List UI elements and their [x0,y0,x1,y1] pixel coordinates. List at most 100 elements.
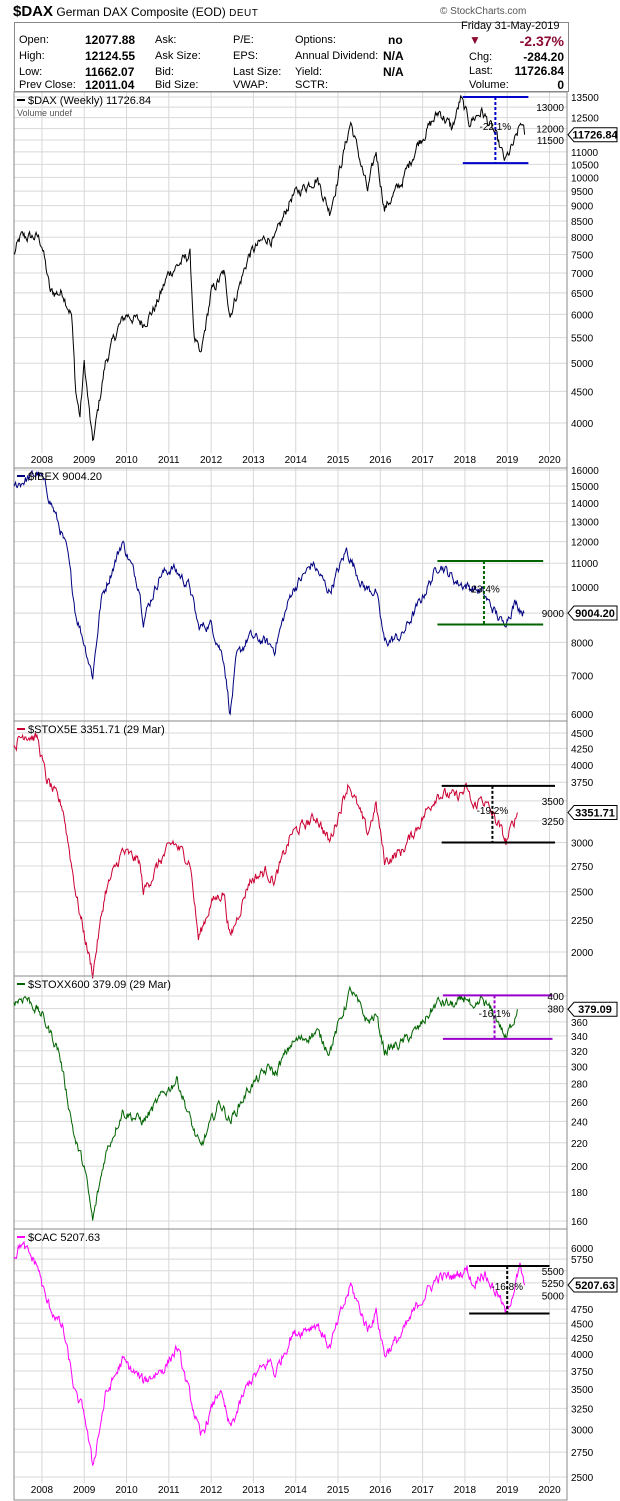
y-tick-label: 12000 [571,538,599,549]
chart-panel-2: -19.2% $STOX5E 3351.71 (29 Mar) 3351.71 450… [13,720,618,979]
y-tick-label: 11000 [571,559,599,570]
chart-panel-3: -16.1% $STOXX600 379.09 (29 Mar) 379.09 400… [13,975,618,1230]
x-tick-label: 2014 [285,455,308,466]
dividend-value: N/A [383,49,404,63]
y-tick-label: 380 [547,1005,564,1016]
x-tick-label: 2010 [115,455,138,466]
exchange: DEUT [229,8,259,19]
last-price-tag [567,605,618,621]
price-line [13,985,518,1221]
x-tick-label: 2018 [454,455,477,466]
high-label: High: [19,50,45,62]
y-tick-label: 10500 [571,160,599,171]
drawdown-label: -22.1% [480,122,512,133]
x-tick-label: 2014 [285,1485,308,1496]
y-tick-label: 7000 [571,672,594,683]
y-tick-label: 9000 [542,609,565,620]
panel-border [13,720,568,977]
x-tick-label: 2020 [538,455,561,466]
y-tick-label: 14000 [571,499,599,510]
y-tick-label: 3750 [571,778,594,789]
chart-panel-0: 2008 2009 2010 2011 2012 2013 2014 2015 2016 2017… [13,91,619,469]
bid-size-label: Bid Size: [155,79,199,91]
volume-label: Volume: [469,79,509,91]
low-value: 11662.07 [85,65,135,79]
legend-label: $IBEX 9004.20 [28,471,102,483]
y-tick-label: 5000 [571,359,594,370]
y-tick-label: 4000 [571,419,594,430]
y-tick-label: 3250 [542,817,565,828]
x-tick-label: 2009 [73,455,96,466]
vwap-label: VWAP: [233,79,269,91]
last-price-value: 379.09 [578,1004,612,1016]
change-value: -284.20 [523,50,564,64]
open-label: Open: [19,34,49,46]
legend-label: $CAC 5207.63 [28,1232,100,1244]
drawdown-label: -19.2% [477,806,509,817]
y-tick-label: 7500 [571,251,594,262]
volume-value: 0 [557,78,564,92]
y-tick-label: 15000 [571,482,599,493]
last-label: Last: [469,65,493,77]
y-tick-label: 13000 [536,103,564,114]
price-line [13,469,525,716]
last-price-value: 11726.84 [572,130,618,142]
ask-size-label: Ask Size: [155,50,201,62]
options-value: no [388,33,403,47]
price-line [13,1240,526,1467]
chart-panel-1: -23.4% $IBEX 9004.20 9004.20 16000 15000 1400… [13,466,618,722]
y-tick-label: 8500 [571,217,594,228]
y-tick-label: 4500 [571,1319,594,1330]
x-tick-label: 2010 [115,1485,138,1496]
y-tick-label: 340 [571,1032,588,1043]
y-tick-label: 7000 [571,269,594,280]
y-tick-label: 5750 [571,1255,594,1266]
chart-title: $DAX German DAX Composite (EOD) DEUT [13,3,258,20]
last-price-value: 9004.20 [575,608,615,620]
y-tick-label: 6000 [571,310,594,321]
pe-label: P/E: [233,34,254,46]
eps-label: EPS: [233,50,259,62]
volume-legend: Volume undef [17,108,73,118]
y-tick-label: 5000 [542,1292,565,1303]
x-tick-label: 2015 [327,455,350,466]
copyright[interactable]: © StockCharts.com [440,6,527,17]
x-tick-label: 2008 [31,1485,54,1496]
y-tick-label: 280 [571,1080,588,1091]
yield-value: N/A [383,65,404,79]
last-price-tag [567,805,618,821]
chart-panel-4: 2008 2009 2010 2011 2012 2013 2014 2015 2016 2017… [13,1228,618,1501]
y-tick-label: 400 [547,992,564,1003]
x-tick-label: 2011 [158,455,180,466]
change-label: Chg: [469,51,493,63]
y-tick-label: 11500 [537,136,565,147]
x-tick-label: 2019 [496,455,519,466]
y-tick-label: 8000 [571,638,594,649]
y-tick-label: 300 [571,1063,588,1074]
y-tick-label: 4000 [571,1350,594,1361]
price-line [13,732,518,979]
last-price-tag [567,127,618,143]
open-value: 12077.88 [85,33,136,47]
x-tick-label: 2009 [73,1485,96,1496]
x-tick-label: 2018 [454,1485,477,1496]
x-tick-label: 2013 [242,455,265,466]
symbol: $DAX [13,3,54,20]
y-tick-label: 3250 [571,1404,594,1415]
last-size-label: Last Size: [233,66,282,78]
y-tick-label: 16000 [571,466,599,477]
y-tick-label: 5250 [542,1279,565,1290]
x-tick-label: 2019 [496,1485,519,1496]
y-tick-label: 220 [571,1139,588,1150]
y-tick-label: 4250 [571,744,594,755]
sctr-label: SCTR: [295,79,328,91]
last-value: 11726.84 [514,64,564,78]
x-tick-label: 2012 [200,455,223,466]
percent-change: -2.37% [519,33,564,49]
y-tick-label: 3750 [571,1367,594,1378]
y-tick-label: 13000 [571,518,599,529]
y-tick-label: 9000 [571,202,594,213]
y-tick-label: 4250 [571,1334,594,1345]
legend-label: $DAX (Weekly) 11726.84 [28,95,151,107]
x-tick-label: 2016 [369,1485,392,1496]
